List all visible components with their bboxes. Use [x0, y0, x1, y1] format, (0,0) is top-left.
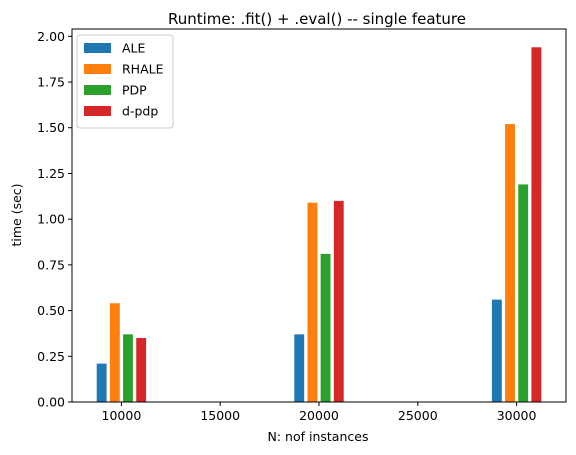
- x-tick-label: 30000: [497, 408, 537, 423]
- bar-rhale-10000: [109, 303, 120, 402]
- legend-label: RHALE: [122, 62, 164, 77]
- bar-pdp-20000: [320, 253, 331, 402]
- legend-swatch: [84, 43, 111, 53]
- legend-swatch: [84, 64, 111, 74]
- y-tick-label: 1.50: [37, 120, 65, 135]
- bar-ale-30000: [491, 299, 502, 402]
- y-tick-label: 0.25: [37, 349, 65, 364]
- legend-swatch: [84, 106, 111, 116]
- bar-pdp-30000: [518, 184, 529, 402]
- bar-pdp-10000: [123, 334, 133, 402]
- legend-label: PDP: [122, 83, 147, 98]
- y-tick-label: 2.00: [37, 29, 65, 44]
- bar-d-pdp-30000: [531, 47, 542, 402]
- x-axis-ticks: 10000 15000 20000 25000 30000: [102, 402, 537, 423]
- bar-d-pdp-10000: [136, 338, 147, 402]
- chart-title: Runtime: .fit() + .eval() -- single feat…: [168, 10, 466, 28]
- y-tick-label: 0.50: [37, 303, 65, 318]
- bar-rhale-20000: [307, 202, 318, 402]
- x-tick-label: 15000: [200, 408, 240, 423]
- y-axis-ticks: 0.00 0.25 0.50 0.75 1.00 1.25 1.50 1.75 2.00: [37, 29, 72, 410]
- x-tick-label: 20000: [299, 408, 339, 423]
- y-tick-label: 1.75: [37, 75, 65, 90]
- legend-swatch: [84, 85, 111, 95]
- y-tick-label: 1.25: [37, 166, 65, 181]
- y-tick-label: 0.00: [37, 395, 65, 410]
- legend: ALE RHALE PDP d-pdp: [76, 34, 174, 129]
- bar-rhale-30000: [505, 124, 515, 402]
- bar-ale-20000: [294, 334, 305, 402]
- bars-group: [96, 47, 542, 402]
- legend-label: ALE: [122, 41, 146, 56]
- legend-frame: [76, 34, 174, 129]
- y-tick-label: 1.00: [37, 212, 65, 227]
- x-tick-label: 25000: [398, 408, 438, 423]
- y-axis-title: time (sec): [9, 183, 24, 246]
- legend-label: d-pdp: [122, 104, 158, 119]
- bar-d-pdp-20000: [333, 200, 344, 402]
- x-tick-label: 10000: [102, 408, 142, 423]
- y-tick-label: 0.75: [37, 257, 65, 272]
- x-axis-title: N: nof instances: [268, 429, 369, 444]
- plot-frame: [71, 28, 567, 403]
- bar-ale-10000: [96, 363, 107, 402]
